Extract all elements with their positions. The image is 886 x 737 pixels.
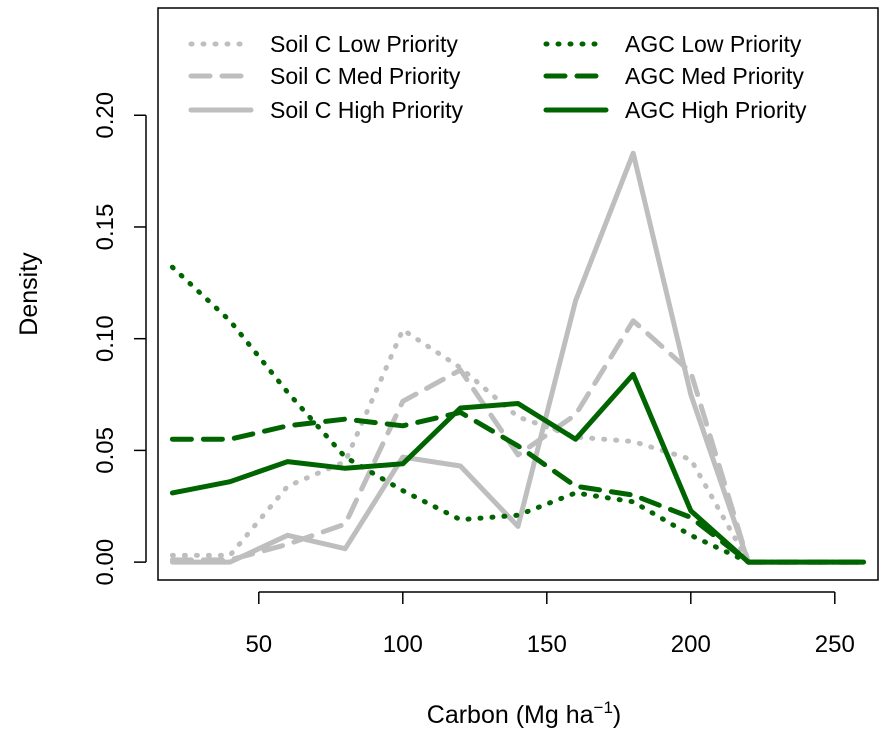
x-tick-label: 50 — [245, 631, 272, 658]
x-tick-label: 200 — [671, 631, 711, 658]
x-axis-label: Carbon (Mg ha−1) — [427, 698, 621, 729]
y-tick-label: 0.05 — [92, 427, 119, 474]
legend-label: AGC Med Priority — [625, 63, 804, 89]
series-line — [169, 150, 867, 565]
y-tick-label: 0.20 — [92, 92, 119, 139]
y-tick-label: 0.10 — [92, 315, 119, 362]
x-tick-label: 150 — [527, 631, 567, 658]
x-axis-label-suffix: ) — [613, 701, 621, 729]
x-tick-label: 100 — [383, 631, 423, 658]
legend: Soil C Low Priority Soil C Med Priority So… — [188, 31, 807, 123]
legend-label: Soil C Med Priority — [270, 63, 461, 89]
y-tick-label: 0.15 — [92, 204, 119, 251]
x-tick-label: 250 — [815, 631, 855, 658]
x-axis-label-text: Carbon (Mg ha — [427, 701, 594, 729]
legend-label: Soil C High Priority — [270, 97, 463, 123]
x-axis: 50 100 150 200 250 — [245, 591, 855, 658]
series-line — [169, 371, 867, 565]
y-tick-label: 0.00 — [92, 539, 119, 586]
legend-label: Soil C Low Priority — [270, 31, 458, 57]
y-axis: 0.00 0.05 0.10 0.15 0.20 — [92, 92, 147, 586]
legend-label: AGC High Priority — [625, 97, 807, 123]
y-axis-label: Density — [15, 252, 43, 336]
legend-label: AGC Low Priority — [625, 31, 802, 57]
series-layer — [169, 150, 867, 565]
x-axis-label-superscript: −1 — [594, 698, 613, 717]
plot-frame — [157, 7, 879, 581]
